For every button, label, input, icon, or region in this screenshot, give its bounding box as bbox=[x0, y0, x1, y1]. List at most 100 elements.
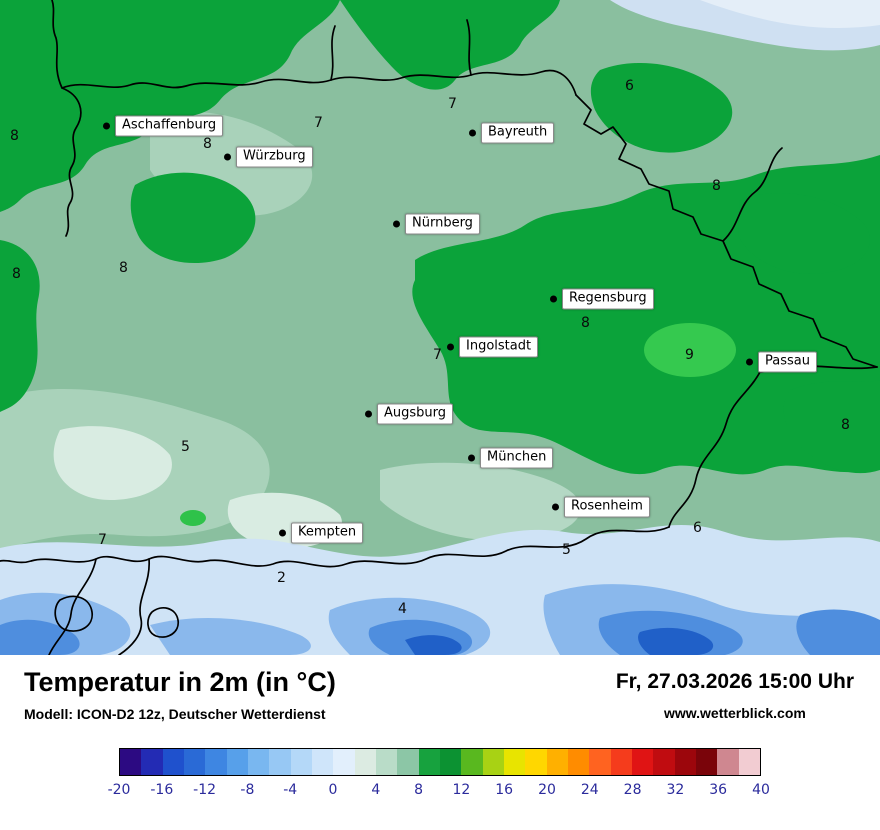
temperature-value: 8 bbox=[841, 417, 850, 433]
colorbar-cell bbox=[461, 749, 483, 775]
map-region-palemint-1 bbox=[53, 426, 172, 500]
border-north-offshoots bbox=[330, 19, 472, 81]
temperature-value: 6 bbox=[693, 520, 702, 536]
city-marker: Aschaffenburg bbox=[103, 115, 224, 137]
colorbar-cell bbox=[162, 749, 184, 775]
colorbar-cell bbox=[354, 749, 376, 775]
colorbar-cell bbox=[738, 749, 760, 775]
temperature-value: 8 bbox=[119, 260, 128, 276]
map-region-green-midleft bbox=[130, 172, 256, 264]
border-tyrol bbox=[48, 558, 179, 655]
temperature-value: 8 bbox=[203, 136, 212, 152]
colorbar-tick: -12 bbox=[193, 782, 217, 798]
city-marker: Rosenheim bbox=[552, 496, 650, 518]
city-marker: Kempten bbox=[279, 522, 364, 544]
map-region-alps-deep-1 bbox=[405, 635, 462, 655]
colorbar bbox=[119, 748, 761, 776]
border-hesse bbox=[51, 0, 82, 237]
border-czech bbox=[575, 94, 878, 368]
city-label: Aschaffenburg bbox=[115, 115, 224, 137]
colorbar-ticks: -20 -16 -12 -8 -4 0 4 8 12 16 20 24 28 32 36 40 bbox=[108, 782, 770, 802]
map-region-alps-med-streak bbox=[150, 617, 311, 655]
temperature-value: 7 bbox=[98, 532, 107, 548]
temperature-value: 5 bbox=[562, 542, 571, 558]
city-label: Passau bbox=[758, 351, 817, 373]
colorbar-cell bbox=[397, 749, 419, 775]
city-marker: Augsburg bbox=[365, 403, 454, 425]
temperature-value: 8 bbox=[712, 178, 721, 194]
map-region-alps-deep-2 bbox=[638, 627, 714, 655]
city-marker: Ingolstadt bbox=[447, 336, 539, 358]
colorbar-tick: -4 bbox=[283, 782, 298, 798]
colorbar-cell bbox=[269, 749, 291, 775]
footer-panel: Temperatur in 2m (in °C) Modell: ICON-D2… bbox=[0, 655, 880, 830]
city-label: Ingolstadt bbox=[459, 336, 539, 358]
city-label: Würzburg bbox=[236, 146, 313, 168]
colorbar-cell bbox=[695, 749, 718, 775]
colorbar-cell bbox=[482, 749, 504, 775]
footer-left: Temperatur in 2m (in °C) Modell: ICON-D2… bbox=[24, 667, 336, 722]
city-dot-icon bbox=[552, 503, 559, 511]
temperature-value: 7 bbox=[314, 115, 323, 131]
colorbar-tick: -16 bbox=[150, 782, 174, 798]
temperature-value: 4 bbox=[398, 601, 407, 617]
colorbar-cell bbox=[567, 749, 590, 775]
colorbar-tick: 12 bbox=[452, 782, 471, 798]
temperature-value: 9 bbox=[685, 347, 694, 363]
temperature-value: 8 bbox=[10, 128, 19, 144]
colorbar-cell bbox=[375, 749, 398, 775]
city-dot-icon bbox=[393, 220, 400, 228]
colorbar-cell bbox=[546, 749, 568, 775]
colorbar-cell bbox=[290, 749, 312, 775]
colorbar-cell bbox=[247, 749, 270, 775]
city-dot-icon bbox=[550, 295, 557, 303]
city-label: Rosenheim bbox=[564, 496, 650, 518]
temperature-value: 5 bbox=[181, 439, 190, 455]
border-czech-branch bbox=[722, 147, 783, 242]
city-dot-icon bbox=[746, 358, 753, 366]
city-label: München bbox=[480, 447, 554, 469]
city-label: Nürnberg bbox=[405, 213, 480, 235]
border-lines bbox=[0, 0, 878, 655]
colorbar-tick: 8 bbox=[414, 782, 424, 798]
colorbar-cell bbox=[141, 749, 163, 775]
map-region-lightsage-munich bbox=[380, 462, 581, 541]
map-region-alps-dark-4 bbox=[0, 619, 80, 655]
map-region-green-topstrip bbox=[340, 0, 560, 90]
temperature-value: 6 bbox=[625, 78, 634, 94]
colorbar-tick: 36 bbox=[709, 782, 728, 798]
city-marker: Würzburg bbox=[224, 146, 313, 168]
forecast-datetime: Fr, 27.03.2026 15:00 Uhr bbox=[615, 670, 854, 693]
city-marker: München bbox=[468, 447, 554, 469]
colorbar-cell bbox=[183, 749, 206, 775]
temperature-value: 7 bbox=[433, 347, 442, 363]
colorbar-tick: -8 bbox=[240, 782, 255, 798]
map-region-green-topright-2 bbox=[738, 192, 870, 274]
colorbar-cell bbox=[525, 749, 547, 775]
city-label: Bayreuth bbox=[481, 122, 555, 144]
map-region-green-leftedge bbox=[0, 240, 40, 412]
colorbar-tick: 20 bbox=[538, 782, 556, 798]
city-dot-icon bbox=[103, 122, 110, 130]
colorbar-cell bbox=[653, 749, 675, 775]
temperature-value: 8 bbox=[581, 315, 590, 331]
colorbar-cell bbox=[333, 749, 355, 775]
city-marker: Nürnberg bbox=[393, 213, 480, 235]
temperature-value: 2 bbox=[277, 570, 286, 586]
colorbar-cell bbox=[674, 749, 696, 775]
colorbar-cell bbox=[226, 749, 248, 775]
colorbar-tick: 32 bbox=[666, 782, 685, 798]
colorbar-cell bbox=[610, 749, 632, 775]
colorbar-tick: 4 bbox=[371, 782, 381, 798]
temperature-map-svg bbox=[0, 0, 880, 655]
colorbar-cell bbox=[418, 749, 440, 775]
city-marker: Regensburg bbox=[550, 288, 654, 310]
colorbar-cell bbox=[589, 749, 611, 775]
colorbar-cell bbox=[503, 749, 526, 775]
temperature-value: 7 bbox=[448, 96, 457, 112]
temperature-value: 8 bbox=[12, 266, 21, 282]
colorbar-tick: 0 bbox=[328, 782, 338, 798]
city-marker: Passau bbox=[746, 351, 817, 373]
map-region-lime-9 bbox=[644, 323, 736, 377]
website-url: www.wetterblick.com bbox=[663, 705, 806, 721]
